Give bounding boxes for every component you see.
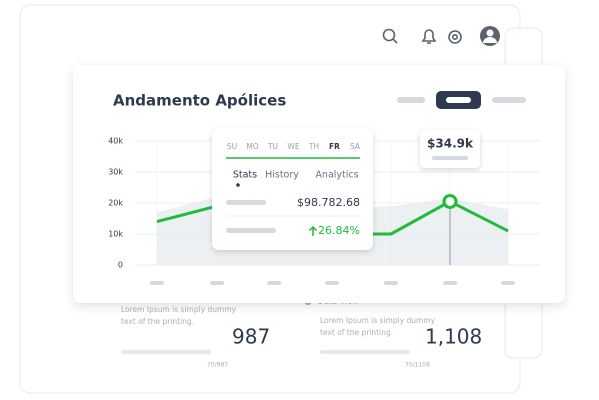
change: 26.84%	[318, 224, 360, 237]
tooltip-dash	[432, 156, 468, 160]
day-label[interactable]: SU	[227, 142, 237, 151]
bell-icon[interactable]	[421, 29, 437, 44]
amount: $98.782.68	[297, 196, 360, 209]
toggle[interactable]	[397, 97, 425, 103]
card-progress: 70/1108	[405, 362, 430, 369]
point[interactable]	[442, 193, 458, 209]
progress-bar	[320, 350, 410, 354]
bottom-cards: Lorem Ipsum is simply dummy text of the p…	[121, 297, 482, 369]
card-text: Lorem Ipsum is simply dummy text of the p…	[121, 305, 237, 326]
row-dash	[226, 200, 266, 205]
tooltip-label: $34.9k	[427, 137, 474, 151]
tab-dot	[236, 183, 240, 187]
day-label[interactable]: MO	[246, 142, 258, 151]
y-tick-label: 10k	[108, 230, 123, 239]
card-value: 987	[232, 325, 270, 349]
x-tick-label	[325, 281, 339, 285]
search-icon[interactable]	[382, 28, 396, 42]
day-label[interactable]: TU	[267, 142, 278, 151]
header-icons	[382, 28, 462, 44]
x-tick-label	[267, 281, 281, 285]
x-tick-label	[443, 281, 457, 285]
y-tick-label: 20k	[108, 199, 123, 208]
day-label[interactable]: SA	[350, 142, 361, 151]
tab[interactable]: History	[265, 170, 299, 181]
overlays: $34.9k SU MO TU WE TH FR SA Stats History Analytic…	[212, 128, 480, 250]
x-tick-label	[150, 281, 164, 285]
settings-icon[interactable]	[448, 30, 462, 44]
day-label[interactable]: FR	[329, 142, 340, 151]
day-label[interactable]: WE	[287, 142, 299, 151]
toggle[interactable]	[492, 97, 526, 103]
y-tick-label: 30k	[108, 168, 123, 177]
row-dash	[226, 228, 276, 233]
y-tick-label: 0	[118, 261, 123, 270]
tab[interactable]: Analytics	[315, 170, 358, 181]
progress-bar	[121, 350, 211, 354]
day-label[interactable]: TH	[308, 142, 319, 151]
tab[interactable]: Stats	[233, 170, 257, 181]
card-title: Andamento Apólices	[113, 92, 286, 110]
x-tick-label	[501, 281, 515, 285]
card-value: 1,108	[425, 325, 482, 349]
card-text: Lorem Ipsum is simply dummy text of the p…	[320, 316, 436, 337]
x-tick-label	[210, 281, 224, 285]
up-arrow	[308, 225, 318, 236]
x-tick-label	[384, 281, 398, 285]
card-progress: 70/987	[207, 362, 228, 369]
y-tick-label: 40k	[108, 137, 123, 146]
